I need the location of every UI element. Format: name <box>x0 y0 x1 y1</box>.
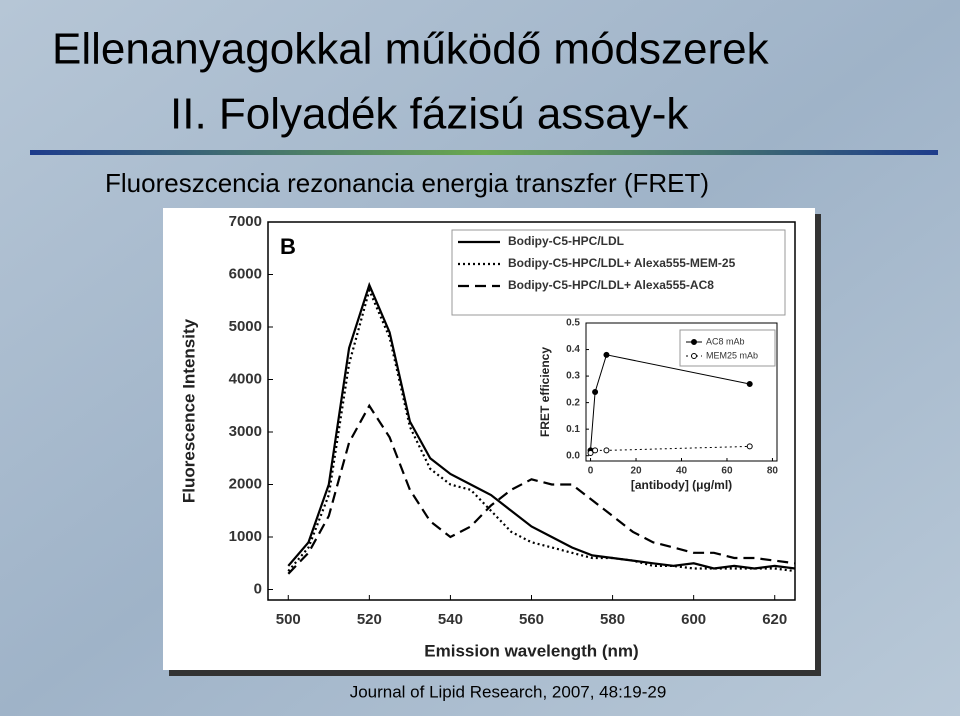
legend-box <box>451 229 786 316</box>
series-line <box>287 403 796 575</box>
legend-label: Bodipy-C5-HPC/LDL+ Alexa555-MEM-25 <box>508 256 736 270</box>
x-tick-label: 60 <box>721 466 733 477</box>
legend-label: Bodipy-C5-HPC/LDL+ Alexa555-AC8 <box>508 278 714 292</box>
title-rule <box>30 150 938 155</box>
citation: Journal of Lipid Research, 2007, 48:19-2… <box>350 682 667 701</box>
y-tick-label: 0.5 <box>566 318 580 329</box>
x-axis-title: Emission wavelength (nm) <box>424 641 638 660</box>
y-axis-title: Fluorescence Intensity <box>179 318 198 503</box>
legend-marker <box>691 339 697 345</box>
y-tick-label: 0.3 <box>566 371 580 382</box>
y-tick-label: 7000 <box>229 213 262 230</box>
legend-label: AC8 mAb <box>706 336 745 346</box>
point <box>603 351 610 358</box>
x-tick-label: 580 <box>600 611 625 628</box>
legend-marker <box>691 353 697 359</box>
point <box>603 447 610 454</box>
x-tick-label: 40 <box>676 466 688 477</box>
y-tick-label: 2000 <box>229 475 262 492</box>
slide-title: Ellenanyagokkal működő módszerek <box>52 25 770 74</box>
x-tick-label: 560 <box>519 611 544 628</box>
y-tick-label: 0.2 <box>566 397 580 408</box>
y-tick-label: 0 <box>254 580 262 597</box>
series-line <box>590 354 750 451</box>
point <box>592 389 599 395</box>
y-tick-label: 0.4 <box>566 344 580 355</box>
point <box>592 447 599 454</box>
legend-label: MEM25 mAb <box>706 350 758 360</box>
y-tick-label: 3000 <box>229 423 262 440</box>
point <box>746 381 753 388</box>
x-tick-label: 20 <box>630 466 642 477</box>
y-tick-label: 6000 <box>229 265 262 282</box>
legend-label: Bodipy-C5-HPC/LDL <box>508 234 624 248</box>
point <box>587 450 594 457</box>
section-title: Fluoreszcencia rezonancia energia transz… <box>105 168 709 198</box>
y-tick-label: 0.1 <box>566 424 580 435</box>
y-tick-label: 5000 <box>229 318 262 335</box>
x-tick-label: 620 <box>762 611 787 628</box>
y-tick-label: 1000 <box>229 528 262 545</box>
x-tick-label: 80 <box>767 466 779 477</box>
x-axis-title: [antibody] (μg/ml) <box>631 478 732 492</box>
x-tick-label: 520 <box>357 611 382 628</box>
point <box>746 443 753 450</box>
x-tick-label: 500 <box>276 611 301 628</box>
y-tick-label: 0.0 <box>566 450 580 461</box>
x-tick-label: 540 <box>438 611 463 628</box>
y-tick-label: 4000 <box>229 370 262 387</box>
legend-box <box>679 329 776 367</box>
series-line <box>287 286 796 573</box>
x-tick-label: 600 <box>681 611 706 628</box>
y-axis-title: FRET efficiency <box>538 347 552 437</box>
panel-label: B <box>280 234 296 259</box>
x-tick-label: 0 <box>588 466 594 477</box>
slide-subtitle: II. Folyadék fázisú assay-k <box>170 90 689 139</box>
series-line <box>590 445 750 454</box>
